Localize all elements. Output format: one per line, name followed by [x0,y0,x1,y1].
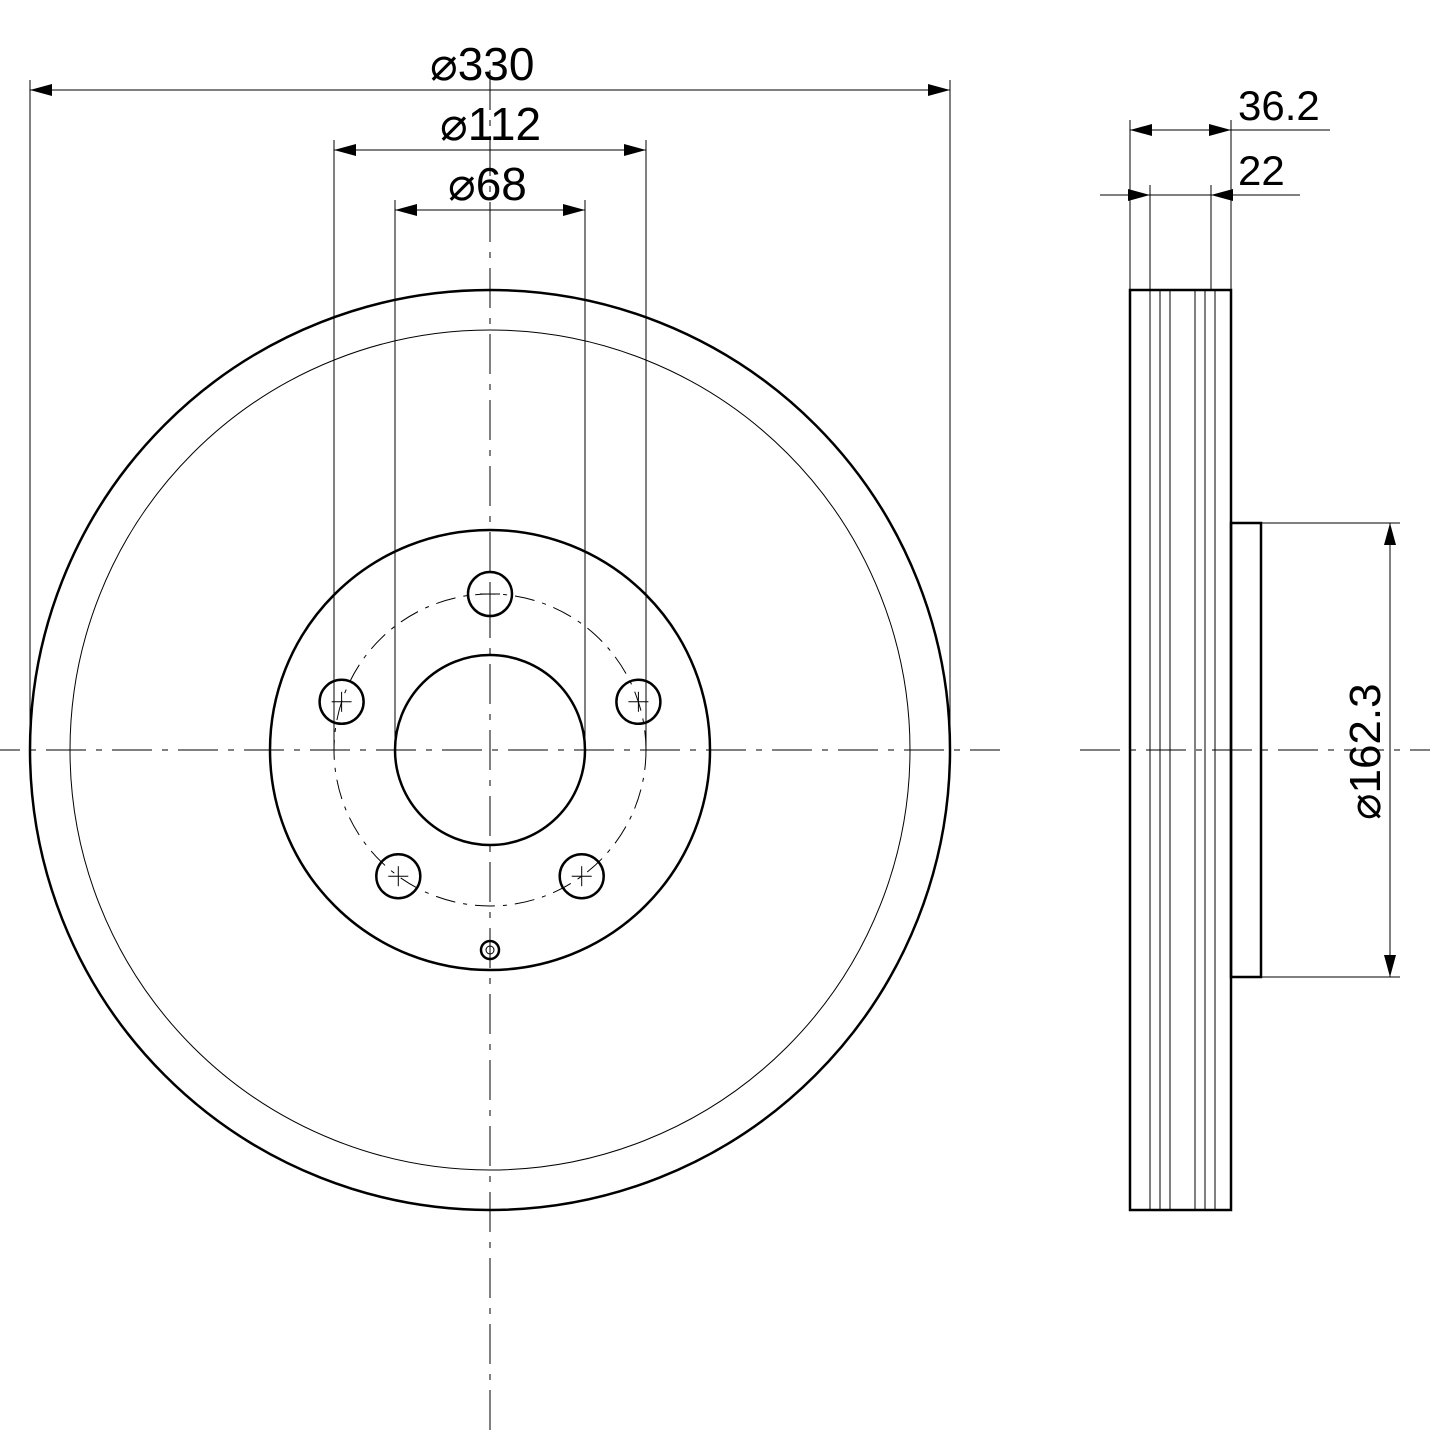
dim-w22-label: 22 [1238,147,1285,194]
front-view [0,70,1000,1430]
dim-d330-label: ⌀330 [430,38,534,90]
dim-d112-label: ⌀112 [440,98,541,150]
dim-d112: ⌀112 [334,98,646,156]
dim-d162-3-label: ⌀162.3 [1341,683,1390,820]
dim-w36-2: 36.2 [1130,82,1330,136]
dim-d68: ⌀68 [395,158,585,216]
dim-d330: ⌀330 [30,38,950,96]
engineering-drawing: ⌀330 ⌀112 ⌀68 36.2 [0,0,1440,1440]
dim-w36-2-label: 36.2 [1238,82,1320,129]
dim-d68-label: ⌀68 [448,158,527,210]
